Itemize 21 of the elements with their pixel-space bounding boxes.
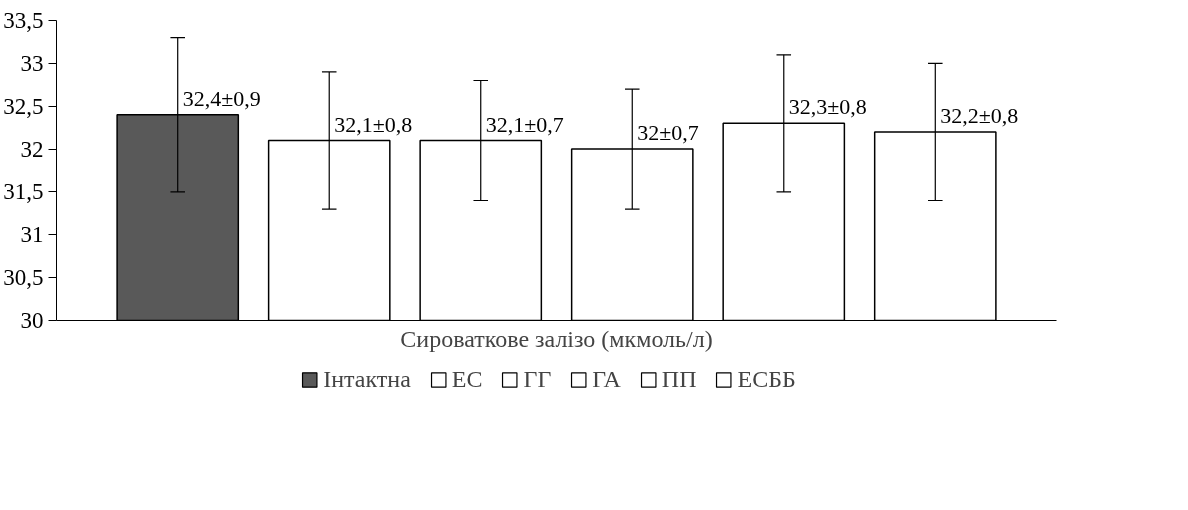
- data-label: 32,4±0,9: [182, 85, 261, 111]
- y-tick-label: 31: [20, 222, 44, 248]
- legend-label: ГА: [592, 365, 621, 393]
- data-label: 32,3±0,8: [788, 94, 867, 120]
- legend-label: ЕСББ: [737, 365, 796, 393]
- y-tick-label: 30: [20, 308, 44, 333]
- y-tick-label: 31,5: [3, 179, 44, 205]
- data-label: 32±0,7: [637, 120, 699, 146]
- legend-label: ПП: [661, 365, 697, 393]
- legend-label: Інтактна: [323, 365, 411, 393]
- data-label: 32,1±0,7: [485, 111, 564, 137]
- y-tick-label: 33: [20, 50, 44, 76]
- data-label: 32,1±0,8: [334, 111, 413, 137]
- data-label: 32,2±0,8: [940, 102, 1019, 128]
- legend-label: ЕС: [451, 365, 483, 393]
- y-tick-label: 32: [20, 136, 44, 162]
- x-axis-title: Сироваткове залізо (мкмоль/л): [400, 325, 713, 352]
- y-tick-label: 32,5: [3, 93, 44, 119]
- y-tick-label: 30,5: [3, 265, 44, 291]
- legend-label: ГГ: [523, 365, 552, 393]
- y-tick-label: 33,5: [3, 8, 44, 33]
